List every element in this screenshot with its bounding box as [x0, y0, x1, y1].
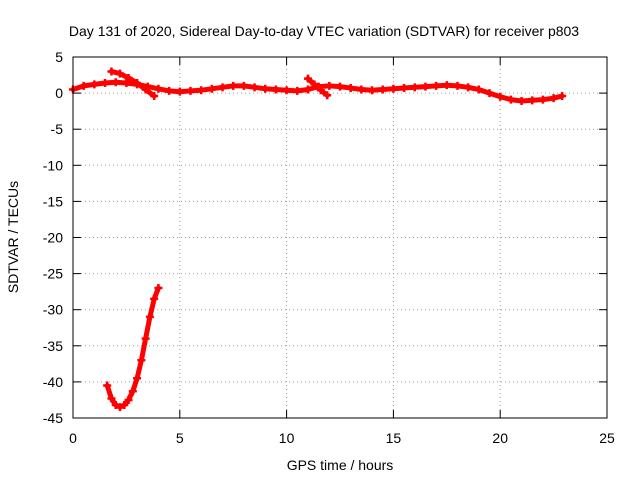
data-point — [485, 89, 494, 98]
data-point — [154, 284, 163, 293]
data-point — [107, 394, 116, 403]
y-tick-label: -10 — [43, 157, 63, 173]
y-tick-label: -5 — [51, 121, 64, 137]
data-point — [336, 82, 344, 91]
data-point — [368, 86, 377, 95]
data-point — [496, 92, 505, 101]
data-point — [128, 387, 137, 396]
data-point — [538, 95, 547, 104]
data-point — [310, 80, 319, 89]
data-point — [346, 84, 355, 93]
data-point — [410, 83, 419, 92]
data-point — [316, 86, 325, 95]
data-point — [141, 85, 150, 94]
data-point — [111, 78, 120, 87]
data-point — [103, 381, 112, 390]
y-tick-label: -35 — [43, 338, 63, 354]
x-tick-label: 0 — [69, 430, 77, 446]
data-point — [133, 374, 142, 383]
data-point — [90, 80, 99, 89]
data-point — [293, 86, 302, 95]
y-tick-label: -15 — [43, 193, 63, 209]
chart-title: Day 131 of 2020, Sidereal Day-to-day VTE… — [69, 23, 579, 39]
data-point — [528, 96, 537, 105]
data-point — [474, 85, 483, 94]
data-point — [389, 84, 398, 93]
data-point — [325, 81, 334, 90]
axis-tick-labels: 0 5 10 15 20 25 5 0 -5 -10 -15 -20 -25 -30 -35 -40 -45 — [43, 49, 615, 446]
data-point — [111, 401, 120, 410]
grid-lines — [73, 57, 607, 418]
data-point — [218, 83, 227, 92]
data-point — [517, 97, 526, 106]
data-point — [124, 73, 133, 82]
y-tick-label: -45 — [43, 410, 63, 426]
data-point — [124, 395, 133, 404]
y-tick-label: -40 — [43, 374, 63, 390]
data-point — [107, 67, 116, 76]
data-point — [323, 91, 332, 100]
data-point — [239, 81, 248, 90]
data-point — [549, 94, 558, 103]
data-point — [303, 85, 312, 94]
data-point — [400, 84, 409, 93]
x-tick-label: 5 — [176, 430, 184, 446]
data-point — [122, 78, 131, 87]
data-point — [165, 86, 174, 95]
data-point — [150, 91, 159, 100]
data-point — [145, 312, 154, 321]
x-tick-label: 25 — [599, 430, 615, 446]
data-series — [69, 67, 567, 412]
data-point — [154, 84, 163, 93]
y-tick-label: 5 — [55, 49, 63, 65]
data-point — [79, 81, 88, 90]
y-tick-label: -30 — [43, 302, 63, 318]
data-point — [421, 82, 430, 91]
series-line — [305, 76, 330, 98]
y-tick-label: 0 — [55, 85, 63, 101]
data-point — [115, 403, 124, 412]
series-low-curve — [103, 284, 163, 412]
data-point — [101, 78, 110, 87]
series-mid-branch — [303, 74, 332, 100]
y-tick-label: -20 — [43, 230, 63, 246]
y-axis-label: SDTVAR / TECUs — [5, 181, 21, 293]
data-point — [207, 84, 216, 93]
series-main-band — [69, 78, 567, 106]
data-point — [115, 69, 124, 78]
data-point — [120, 401, 129, 410]
data-point — [175, 87, 184, 96]
data-point — [378, 85, 387, 94]
data-point — [303, 74, 312, 83]
x-axis-label: GPS time / hours — [287, 457, 394, 473]
x-tick-label: 10 — [279, 430, 295, 446]
data-point — [141, 334, 150, 343]
data-point — [261, 84, 270, 93]
data-point — [442, 81, 451, 90]
data-point — [271, 85, 280, 94]
data-point — [197, 86, 206, 95]
data-point — [229, 81, 238, 90]
data-point — [282, 86, 291, 95]
data-point — [464, 83, 473, 92]
y-tick-label: -25 — [43, 266, 63, 282]
x-tick-label: 20 — [492, 430, 508, 446]
data-point — [357, 85, 366, 94]
data-point — [137, 356, 146, 365]
series-upper-branch — [107, 67, 159, 100]
data-point — [432, 81, 441, 90]
data-point — [133, 78, 142, 87]
data-point — [150, 294, 159, 303]
axis-ticks — [72, 56, 608, 419]
data-point — [506, 95, 515, 104]
data-point — [250, 83, 259, 92]
data-point — [186, 86, 195, 95]
data-point — [453, 81, 462, 90]
x-tick-label: 15 — [386, 430, 402, 446]
data-point — [558, 91, 567, 100]
